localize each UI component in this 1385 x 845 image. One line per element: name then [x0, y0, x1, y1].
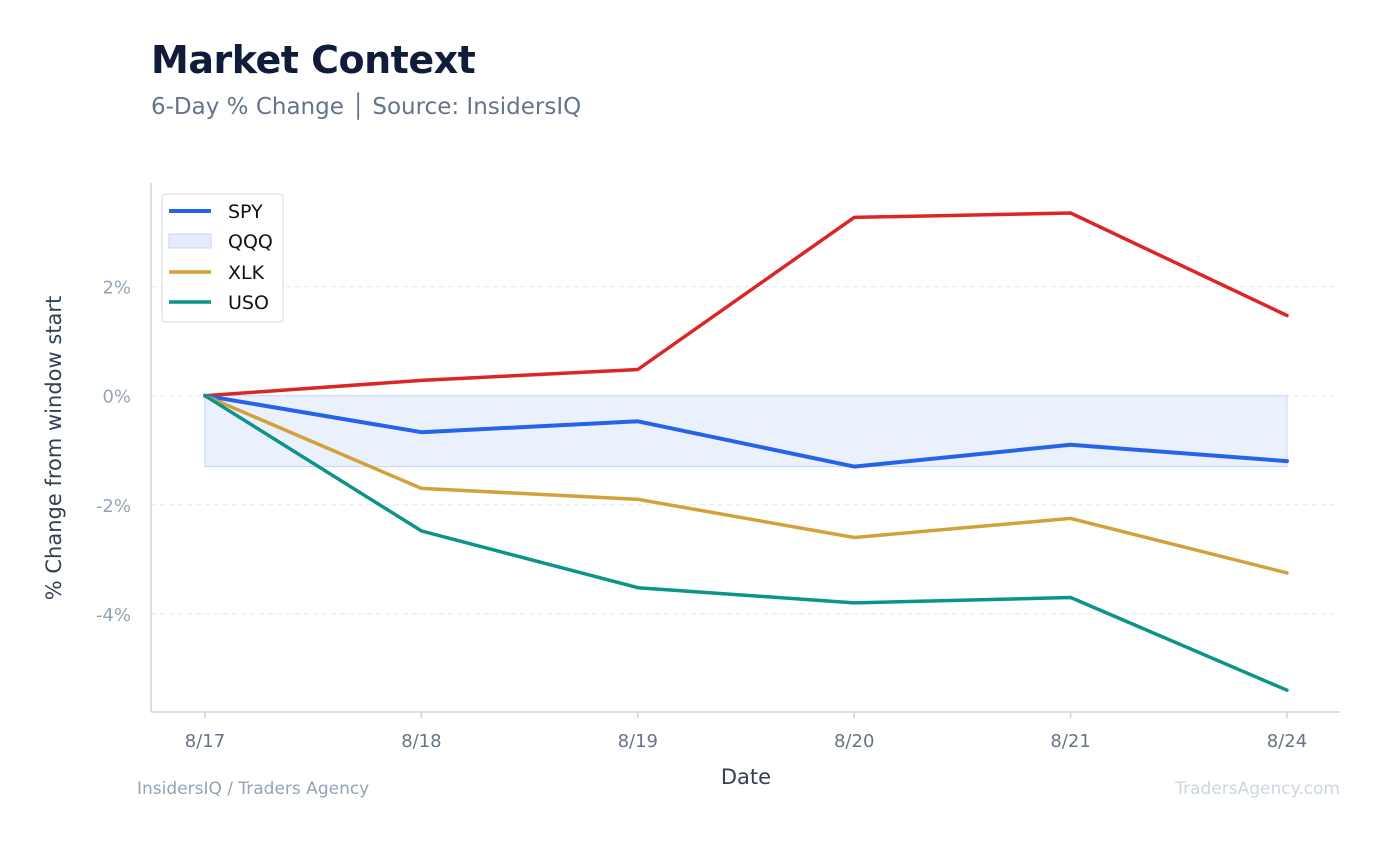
y-axis-ticks: 2% 0% -2% -4%	[96, 278, 131, 626]
series-line-spy	[203, 393, 1289, 469]
series-lines	[203, 211, 1289, 692]
legend-box	[161, 193, 284, 323]
axes	[150, 183, 1340, 713]
legend-label-xlk: XLK	[228, 262, 265, 284]
x-tick-label: 8/21	[1050, 731, 1090, 752]
qqq-band	[204, 395, 1288, 468]
y-tick-label: 0%	[102, 387, 131, 408]
y-axis-title: % Change from window start	[42, 296, 66, 601]
chart-subtitle: 6-Day % Change │ Source: InsidersIQ	[151, 94, 582, 120]
y-tick-label: -4%	[96, 605, 131, 626]
shaded-band	[204, 395, 1288, 468]
legend-label-spy: SPY	[228, 201, 263, 223]
legend-label-uso: USO	[228, 292, 269, 314]
chart-title: Market Context	[151, 38, 476, 82]
legend: SPY QQQ XLK USO	[161, 193, 284, 323]
footer-credit: InsidersIQ / Traders Agency	[137, 779, 370, 799]
x-tick-label: 8/20	[834, 731, 874, 752]
x-tick-label: 8/24	[1267, 731, 1307, 752]
y-tick-label: 2%	[102, 278, 131, 299]
series-line-xlk	[203, 393, 1289, 575]
x-axis-ticks: 8/17 8/18 8/19 8/20 8/21 8/24	[185, 712, 1307, 752]
x-tick-label: 8/17	[185, 731, 225, 752]
series-line-red	[203, 211, 1289, 398]
x-tick-label: 8/19	[618, 731, 658, 752]
legend-swatch-qqq	[168, 233, 212, 249]
y-tick-label: -2%	[96, 496, 131, 517]
series-line-uso	[203, 393, 1289, 692]
x-axis-title: Date	[721, 765, 771, 789]
x-tick-label: 8/18	[401, 731, 441, 752]
legend-label-qqq: QQQ	[228, 231, 273, 253]
footer-website: TradersAgency.com	[1175, 779, 1340, 799]
